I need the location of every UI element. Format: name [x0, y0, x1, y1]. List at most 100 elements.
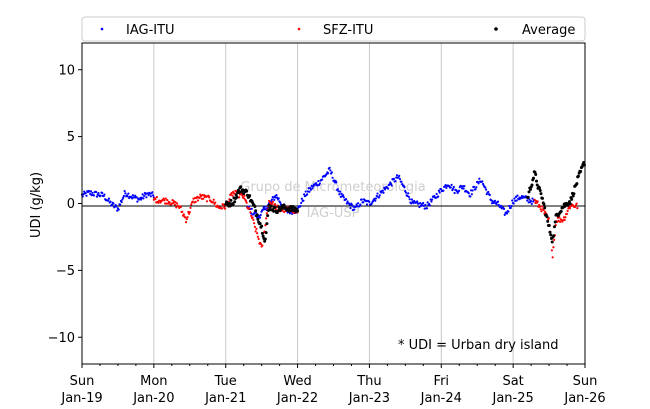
- data-point: [272, 209, 276, 213]
- data-point: [502, 207, 506, 210]
- data-point: [542, 208, 545, 212]
- x-axis-ticks: Sun Jan-19 Mon Jan-20 Tue Jan-21 Wed Jan-22 Thu J…: [60, 364, 606, 406]
- data-point: [570, 197, 574, 201]
- data-point: [362, 201, 365, 204]
- data-point: [382, 191, 385, 194]
- data-point: [303, 193, 306, 196]
- data-point: [481, 180, 484, 183]
- data-point: [565, 212, 568, 216]
- data-point: [173, 203, 176, 206]
- data-point: [271, 202, 274, 205]
- data-point: [119, 203, 122, 206]
- legend-label-average: Average: [522, 23, 575, 38]
- data-point: [370, 202, 373, 206]
- data-point: [438, 191, 441, 194]
- y-tick-label: 10: [58, 63, 75, 78]
- data-point: [513, 197, 516, 200]
- data-point: [346, 200, 349, 203]
- data-point: [484, 186, 487, 189]
- data-point: [509, 206, 512, 209]
- x-tick-day-label: Sun: [573, 374, 598, 389]
- data-point: [141, 193, 144, 196]
- data-point: [543, 206, 547, 210]
- data-point: [188, 211, 191, 214]
- data-point: [530, 183, 534, 187]
- data-point: [582, 160, 586, 164]
- data-point: [258, 222, 262, 226]
- data-point: [511, 199, 514, 202]
- data-point: [205, 200, 209, 203]
- data-point: [445, 186, 448, 190]
- data-point: [542, 202, 546, 206]
- data-point: [265, 212, 268, 215]
- data-point: [425, 207, 429, 210]
- x-tick-date-label: Jan-23: [348, 391, 390, 406]
- data-point: [253, 222, 256, 225]
- data-point: [255, 227, 258, 230]
- data-point: [536, 200, 539, 203]
- data-point: [214, 201, 217, 204]
- legend-marker-sfz-itu: [297, 27, 301, 31]
- y-axis-label-group: UDI (g/kg): [29, 172, 44, 238]
- data-point: [107, 199, 110, 202]
- data-point: [508, 204, 511, 208]
- data-point: [166, 199, 169, 202]
- data-points: [80, 160, 586, 259]
- data-point: [220, 207, 224, 210]
- data-point: [154, 198, 157, 201]
- data-point: [89, 190, 93, 193]
- data-point: [107, 197, 111, 200]
- data-point: [309, 188, 312, 191]
- data-point: [408, 198, 411, 201]
- data-point: [550, 249, 554, 252]
- data-point: [493, 199, 497, 203]
- data-point: [528, 198, 531, 201]
- data-point: [547, 217, 551, 220]
- data-point: [538, 203, 541, 207]
- data-point: [422, 201, 425, 205]
- data-point: [428, 204, 432, 207]
- data-point: [407, 192, 410, 195]
- data-point: [512, 202, 515, 205]
- data-point: [534, 173, 538, 176]
- data-point: [166, 202, 170, 205]
- data-point: [356, 202, 360, 205]
- data-point: [507, 210, 510, 213]
- data-point: [131, 194, 134, 197]
- data-point: [430, 200, 433, 203]
- data-point: [248, 194, 252, 198]
- data-point: [331, 176, 334, 179]
- data-point: [318, 182, 321, 185]
- y-axis-label: UDI (g/kg): [29, 172, 44, 238]
- data-point: [265, 217, 268, 220]
- data-point: [452, 187, 455, 190]
- data-point: [95, 190, 98, 194]
- data-point: [458, 189, 461, 192]
- data-point: [383, 188, 387, 191]
- data-point: [134, 194, 137, 197]
- data-point: [526, 199, 529, 202]
- data-point: [152, 194, 155, 197]
- data-point: [312, 185, 315, 188]
- data-point: [485, 193, 488, 196]
- data-point: [344, 198, 348, 201]
- data-point: [229, 198, 233, 202]
- x-tick-day-label: Fri: [434, 374, 450, 389]
- data-point: [546, 219, 550, 223]
- data-point: [302, 199, 305, 202]
- data-point: [572, 192, 576, 196]
- data-point: [136, 200, 139, 203]
- data-point: [553, 220, 557, 224]
- data-point: [553, 238, 556, 241]
- data-point: [264, 205, 267, 208]
- data-point: [386, 187, 390, 190]
- data-point: [142, 197, 145, 200]
- data-point: [395, 174, 399, 177]
- data-point: [338, 190, 342, 193]
- data-point: [338, 193, 341, 196]
- data-point: [533, 170, 537, 174]
- data-point: [171, 199, 174, 202]
- data-point: [291, 204, 295, 208]
- data-point: [202, 197, 205, 200]
- data-point: [196, 199, 200, 202]
